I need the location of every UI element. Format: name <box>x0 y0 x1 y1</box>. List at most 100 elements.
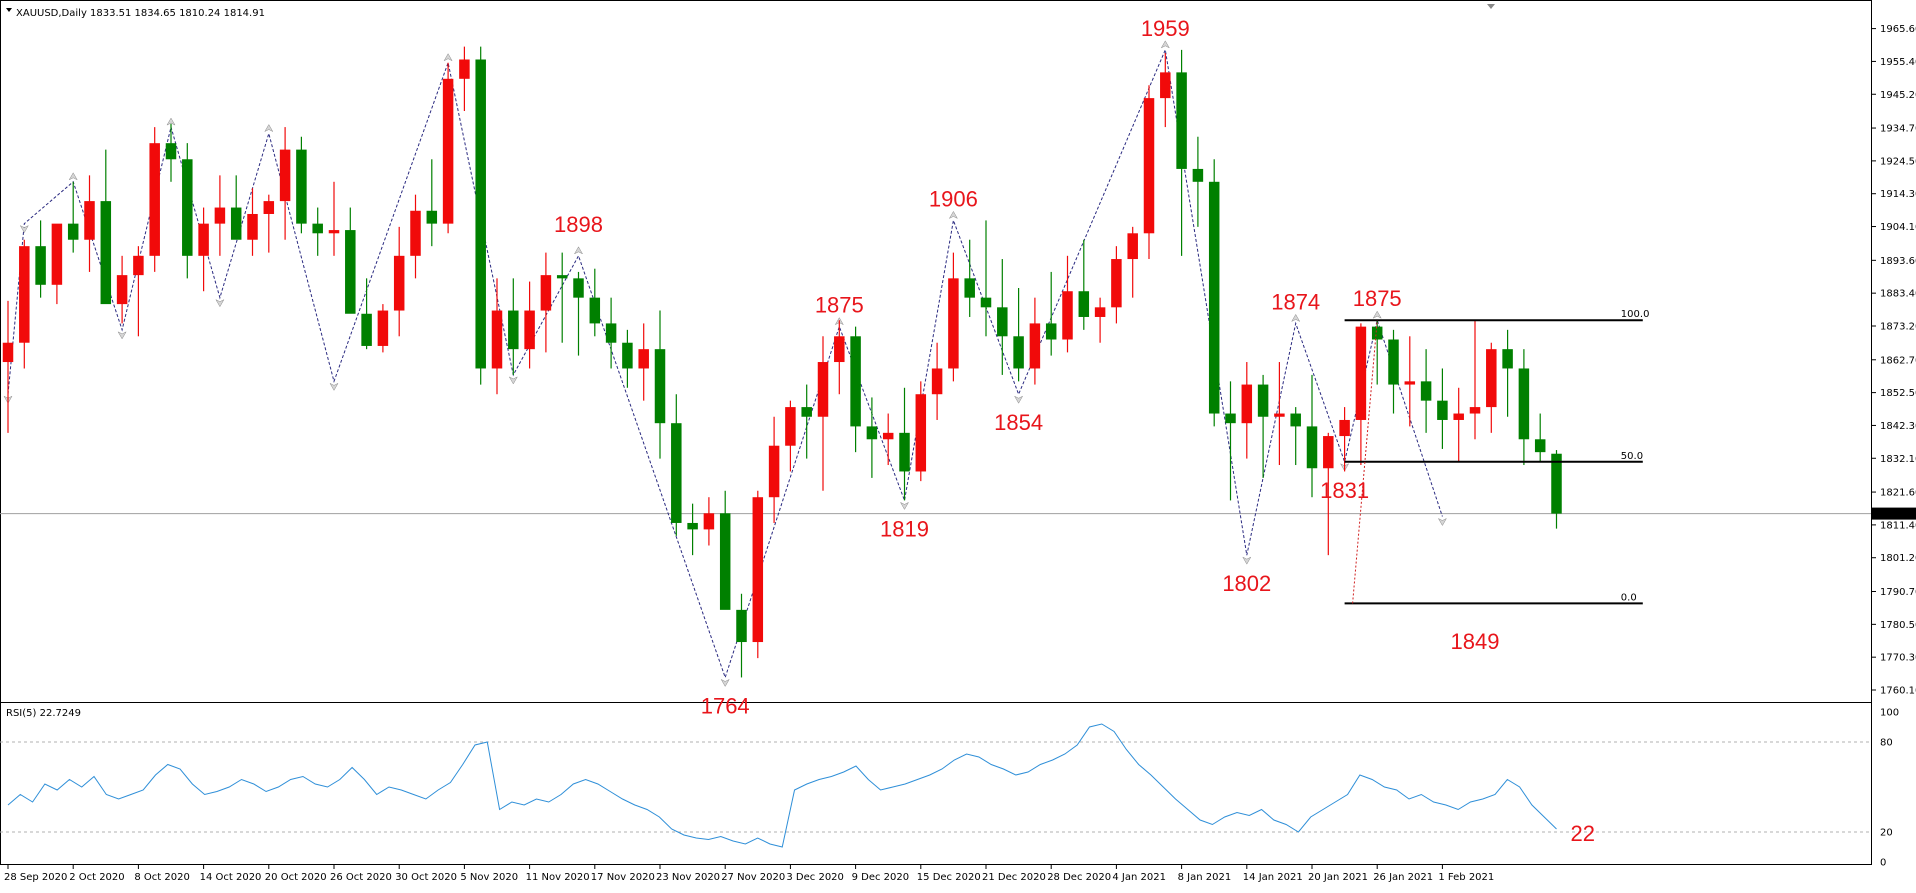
candle-body <box>426 210 438 224</box>
candle-body <box>1469 407 1481 414</box>
price-tick-label: 1934.70 <box>1880 124 1916 135</box>
time-tick-label: 20 Oct 2020 <box>265 872 327 883</box>
price-annotation: 1959 <box>1141 16 1190 41</box>
symbol-menu-icon[interactable] <box>6 8 12 12</box>
fractal-arrow-icon <box>720 678 730 687</box>
candle-body <box>328 230 340 234</box>
candle-body <box>51 223 63 285</box>
fractal-arrow-icon <box>443 53 453 62</box>
rsi-tick-label: 0 <box>1880 858 1886 869</box>
fib-trendline[interactable] <box>1352 320 1378 604</box>
candle-body <box>1388 339 1399 385</box>
candle-body <box>1371 326 1383 340</box>
candle-body <box>1127 233 1138 260</box>
fractal-arrow-icon <box>264 124 274 133</box>
time-tick-label: 17 Nov 2020 <box>591 872 655 883</box>
candle-body <box>393 255 405 311</box>
candle-body <box>899 432 910 472</box>
price-annotation: 1875 <box>1353 286 1402 311</box>
time-tick-label: 9 Dec 2020 <box>852 872 910 883</box>
candle-body <box>622 342 633 369</box>
candle-body <box>719 513 731 610</box>
time-tick-label: 14 Oct 2020 <box>200 872 262 883</box>
candle-body <box>703 513 715 530</box>
time-tick-label: 30 Oct 2020 <box>395 872 457 883</box>
candle-body <box>1029 323 1041 369</box>
time-tick-label: 26 Oct 2020 <box>330 872 392 883</box>
fibonacci-layer[interactable]: 100.0 50.0 0.0 <box>1344 309 1650 605</box>
candle-body <box>1192 168 1204 182</box>
fractal-arrow-icon <box>117 331 127 340</box>
candle-body <box>915 394 927 472</box>
candle-body <box>1486 349 1497 408</box>
candle-body <box>1534 439 1546 453</box>
candle-body <box>279 149 291 202</box>
candle-body <box>736 609 747 643</box>
fractal-arrow-icon <box>329 382 339 391</box>
candle-body <box>1176 72 1187 169</box>
fib-level-label: 0.0 <box>1621 592 1637 603</box>
price-annotation: 1898 <box>554 212 603 237</box>
candle-body <box>785 407 796 446</box>
time-tick-label: 11 Nov 2020 <box>526 872 590 883</box>
candle-body <box>1306 426 1318 469</box>
candle-body <box>19 246 30 343</box>
candle-body <box>1143 98 1155 234</box>
candle-body <box>964 278 975 298</box>
candle-body <box>948 278 959 369</box>
price-annotation: 1802 <box>1222 571 1271 596</box>
candle-body <box>980 297 992 308</box>
candle-body <box>1241 384 1253 424</box>
rsi-line <box>7 723 1557 848</box>
candle-body <box>1453 413 1464 420</box>
time-tick-label: 20 Jan 2021 <box>1308 872 1368 883</box>
price-tick-label: 1955.40 <box>1880 57 1916 68</box>
candle-body <box>361 313 372 346</box>
fractal-arrow-icon <box>573 246 584 255</box>
candle-body <box>491 310 503 369</box>
fractal-arrow-icon <box>948 210 959 220</box>
rsi-annotation: 22 <box>1571 821 1595 846</box>
price-tick-label: 1811.40 <box>1880 520 1916 531</box>
candle-body <box>752 497 764 643</box>
rsi-tick-label: 20 <box>1880 828 1893 839</box>
candle-body <box>931 368 943 395</box>
candle-body <box>100 201 112 305</box>
candle-body <box>459 59 470 79</box>
price-tick-label: 1801.20 <box>1880 553 1916 564</box>
candle-body <box>801 407 812 417</box>
candle-body <box>345 230 356 314</box>
fractal-arrow-icon <box>1242 556 1252 565</box>
candle-body <box>1094 307 1106 317</box>
candle-body <box>1355 326 1367 420</box>
time-tick-label: 27 Nov 2020 <box>721 872 785 883</box>
price-tick-label: 1821.60 <box>1880 488 1916 499</box>
price-tick-label: 1924.50 <box>1880 156 1916 167</box>
current-price-label: 1814.91 <box>1876 509 1916 520</box>
candle-body <box>638 349 649 369</box>
candle-body <box>1290 413 1301 427</box>
candle-body <box>35 246 46 285</box>
price-tick-label: 1780.50 <box>1880 620 1916 631</box>
candle-body <box>247 213 258 240</box>
time-tick-label: 3 Dec 2020 <box>786 872 844 883</box>
candle-body <box>508 310 519 350</box>
candle-body <box>1323 436 1334 469</box>
zigzag-layer <box>3 40 1448 687</box>
fib-level-label: 100.0 <box>1621 309 1650 320</box>
time-tick-label: 8 Jan 2021 <box>1178 872 1232 883</box>
scroll-marker-icon[interactable] <box>1487 4 1495 9</box>
fractal-arrow-icon <box>1437 517 1448 527</box>
rsi-title: RSI(5) 22.7249 <box>6 708 81 719</box>
candle-body <box>1420 381 1432 401</box>
candle-body <box>866 426 878 440</box>
time-tick-label: 5 Nov 2020 <box>460 872 518 883</box>
candle-body <box>182 159 193 256</box>
price-annotation: 1874 <box>1271 289 1320 314</box>
candle-body <box>1013 336 1024 369</box>
candle-body <box>312 223 323 234</box>
time-tick-label: 1 Feb 2021 <box>1438 872 1494 883</box>
